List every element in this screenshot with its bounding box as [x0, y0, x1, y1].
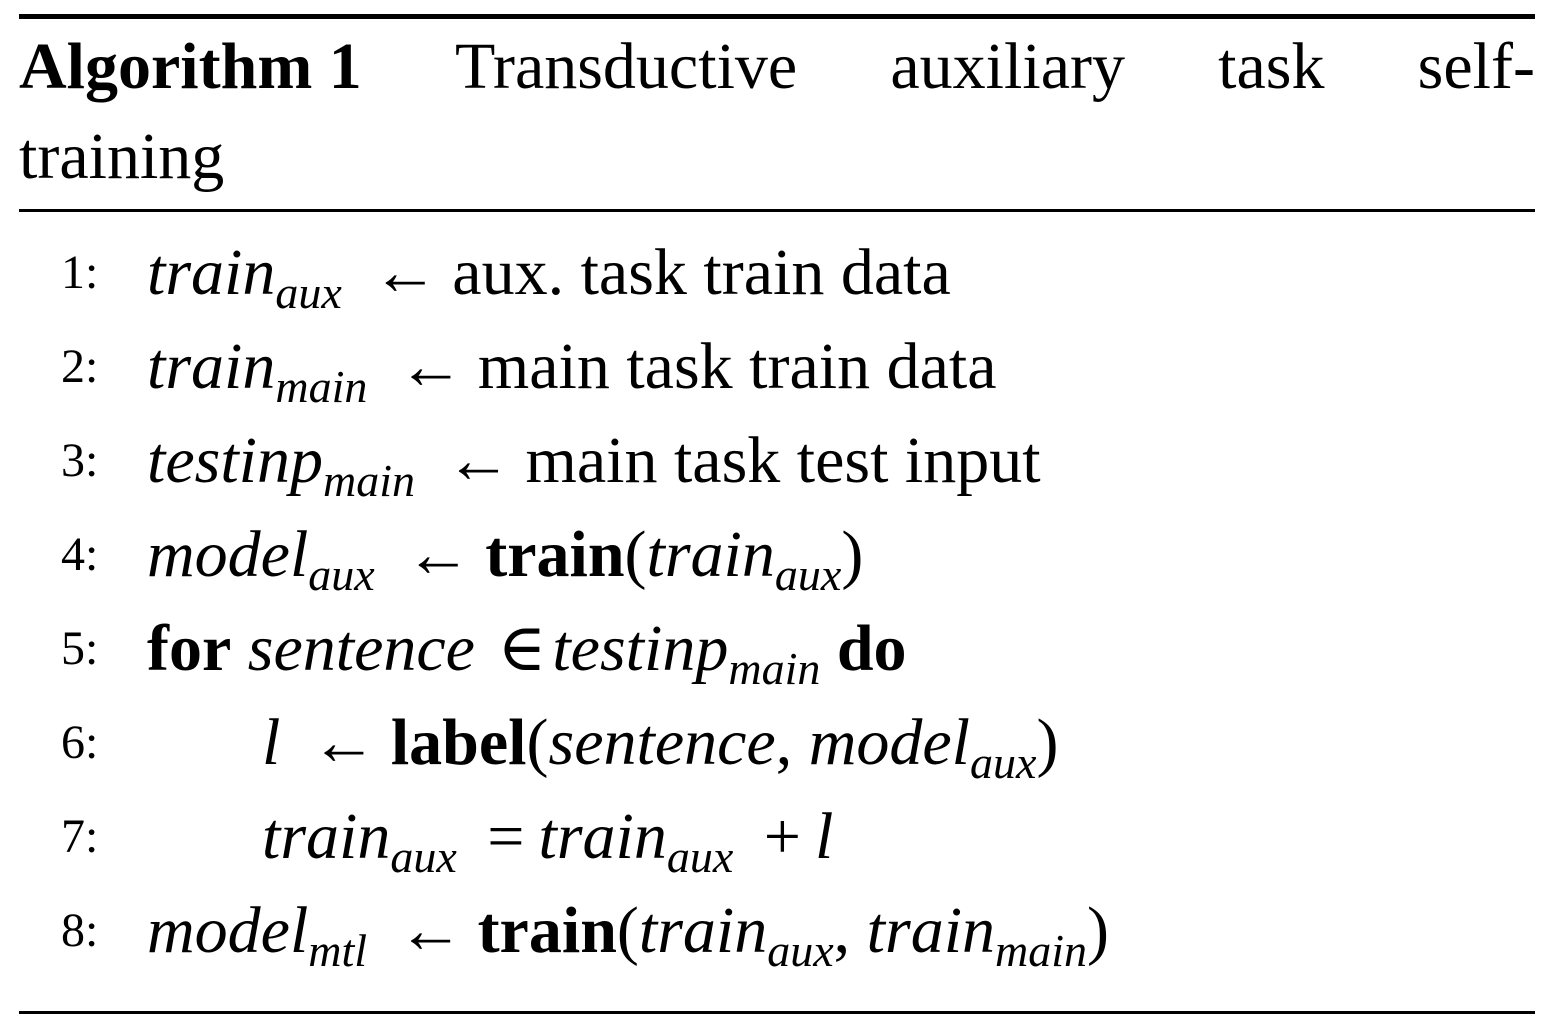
function-name: train [485, 518, 625, 591]
line-body: trainmain ← main task train data [147, 322, 997, 412]
keyword-do: do [836, 612, 907, 685]
variable: l [262, 706, 281, 779]
argument: model [808, 706, 971, 779]
argument: train [646, 518, 775, 591]
bottom-rule [19, 1011, 1535, 1014]
comma: , [833, 894, 867, 967]
line-body: modelaux ← train(trainaux) [147, 510, 863, 600]
function-name: train [477, 894, 617, 967]
variable: model [147, 894, 309, 967]
close-paren: ) [1087, 894, 1110, 967]
caption-word: Transductive [454, 30, 798, 103]
argument: sentence [548, 706, 776, 779]
variable: train [538, 800, 667, 873]
open-paren: ( [616, 894, 639, 967]
line-number: 5: [61, 622, 99, 675]
element-of-symbol: ∈ [497, 612, 547, 685]
line-number: 4: [61, 528, 99, 581]
subscript: aux [390, 831, 457, 882]
assign-arrow: ← [405, 518, 472, 591]
subscript: aux [666, 831, 734, 882]
caption-word: auxiliary [890, 30, 1125, 103]
variable: train [262, 800, 391, 873]
close-paren: ) [841, 518, 864, 591]
assign-arrow: ← [310, 706, 377, 779]
assign-arrow: ← [397, 894, 464, 967]
argument: train [638, 894, 768, 967]
subscript: main [728, 643, 821, 694]
line-number: 2: [61, 340, 99, 393]
line-number: 8: [61, 904, 99, 957]
algorithm-caption: Algorithm 1 Transductive auxiliary task … [19, 22, 1535, 202]
variable: train [147, 330, 276, 403]
subscript: mtl [308, 925, 368, 976]
line-number: 3: [61, 434, 99, 487]
algorithm-label: Algorithm 1 [19, 30, 362, 103]
close-paren: ) [1036, 706, 1059, 779]
line-body: for sentence ∈testinpmain do [147, 604, 907, 694]
subscript: main [995, 925, 1088, 976]
keyword-for: for [147, 612, 232, 685]
line-number: 6: [61, 716, 99, 769]
variable: model [147, 518, 309, 591]
subscript: main [275, 361, 368, 412]
comma: , [775, 706, 809, 779]
algorithm-block: Algorithm 1 Transductive auxiliary task … [19, 0, 1535, 1029]
argument: train [866, 894, 996, 967]
description: main task test input [525, 424, 1041, 497]
line-body: trainaux = trainaux + l [262, 792, 833, 882]
loop-variable: sentence [247, 612, 475, 685]
subscript: aux [275, 267, 342, 318]
assign-arrow: ← [445, 424, 512, 497]
open-paren: ( [526, 706, 549, 779]
subscript: aux [774, 549, 842, 600]
subscript: aux [767, 925, 834, 976]
assign-arrow: ← [372, 236, 439, 309]
line-body: modelmtl ← train(trainaux, trainmain) [147, 886, 1109, 976]
caption-word: task [1218, 30, 1325, 103]
top-rule [19, 14, 1535, 19]
plus-sign: + [763, 800, 802, 873]
equals-sign: = [487, 800, 525, 873]
subscript: aux [308, 549, 375, 600]
caption-line-2: training [19, 120, 225, 193]
description: aux. task train data [452, 236, 951, 309]
line-number: 1: [61, 246, 99, 299]
open-paren: ( [624, 518, 647, 591]
description: main task train data [477, 330, 997, 403]
middle-rule [19, 209, 1535, 212]
variable: testinp [147, 424, 323, 497]
line-number: 7: [61, 810, 99, 863]
subscript: aux [970, 737, 1037, 788]
line-body: l ← label(sentence, modelaux) [262, 698, 1058, 788]
line-body: trainaux ← aux. task train data [147, 228, 951, 318]
subscript: main [323, 455, 415, 506]
variable: train [147, 236, 276, 309]
function-name: label [390, 706, 527, 779]
loop-set: testinp [552, 612, 729, 685]
caption-word: self- [1417, 30, 1535, 103]
line-body: testinpmain ← main task test input [147, 416, 1041, 506]
caption-line-1: Algorithm 1 Transductive auxiliary task … [19, 22, 1535, 112]
variable: l [815, 800, 834, 873]
assign-arrow: ← [397, 330, 464, 403]
